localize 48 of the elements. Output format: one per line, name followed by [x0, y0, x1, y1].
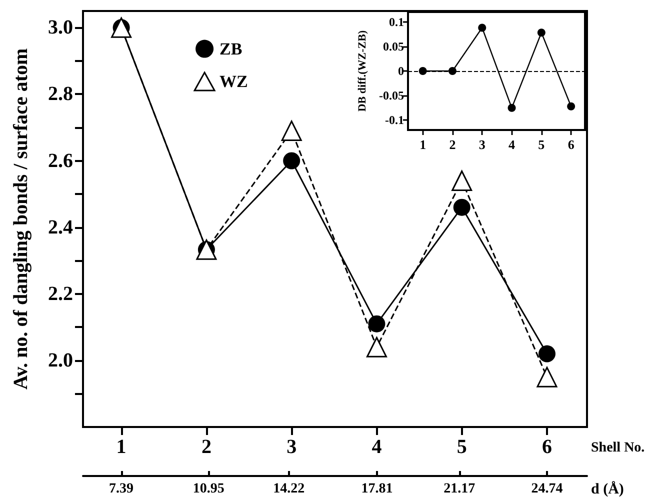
point — [536, 366, 558, 388]
point — [281, 120, 302, 142]
y-tick-label: 0.05 — [383, 39, 404, 54]
x-tick-label: 2 — [449, 137, 456, 152]
x-tick-label: 6 — [568, 137, 575, 152]
point — [567, 102, 576, 110]
x-tick-label: 1 — [116, 436, 126, 458]
y-tick-label: 2.2 — [48, 282, 73, 305]
y-axis-title: Av. no. of dangling bonds / surface atom — [10, 48, 32, 390]
x-tick-label: 6 — [542, 436, 552, 458]
y-tick-label: 3.0 — [48, 16, 73, 39]
legend-label: ZB — [220, 39, 242, 58]
point — [366, 336, 387, 358]
x-tick-label: 5 — [538, 137, 546, 152]
y-tick-label: 0 — [398, 64, 404, 78]
x-tick-label: 3 — [478, 137, 486, 152]
y-axis-title: DB diff.(WZ-ZB) — [356, 30, 369, 112]
x-tick-label: 4 — [372, 436, 382, 458]
point — [283, 152, 300, 170]
x-tick-label: 5 — [456, 436, 467, 458]
point — [478, 24, 486, 32]
point — [448, 67, 456, 75]
x-tick-label: 4 — [508, 137, 516, 152]
legend-label: WZ — [220, 72, 248, 92]
y-tick-label: 0.1 — [389, 14, 404, 29]
x-tick-label: 3 — [286, 436, 297, 458]
text: 2.0 — [48, 349, 73, 372]
y-tick-label: 2.6 — [48, 150, 73, 172]
y-tick-label: 2.8 — [48, 83, 73, 106]
point — [452, 170, 472, 191]
x2-tick-label: 7.39 — [109, 482, 134, 496]
x-tick-label: 1 — [420, 137, 426, 152]
x-axis-title: Shell No. — [591, 440, 645, 456]
y-tick-label: -0.1 — [385, 113, 404, 128]
y-tick-label: 2.4 — [48, 216, 73, 238]
point — [537, 28, 546, 37]
point — [368, 315, 386, 332]
x-tick-label: 2 — [201, 436, 212, 458]
point — [538, 345, 556, 362]
x2-tick-label: 14.22 — [273, 482, 305, 496]
x2-tick-label: 10.95 — [192, 482, 224, 496]
x2-tick-label: 17.81 — [361, 482, 393, 496]
point — [453, 198, 470, 216]
y-tick-label: -0.05 — [379, 88, 404, 103]
x2-axis-title: d (Å) — [591, 480, 624, 497]
point — [508, 104, 516, 112]
x2-tick-label: 21.17 — [444, 482, 476, 496]
x2-tick-label: 24.74 — [531, 482, 563, 496]
